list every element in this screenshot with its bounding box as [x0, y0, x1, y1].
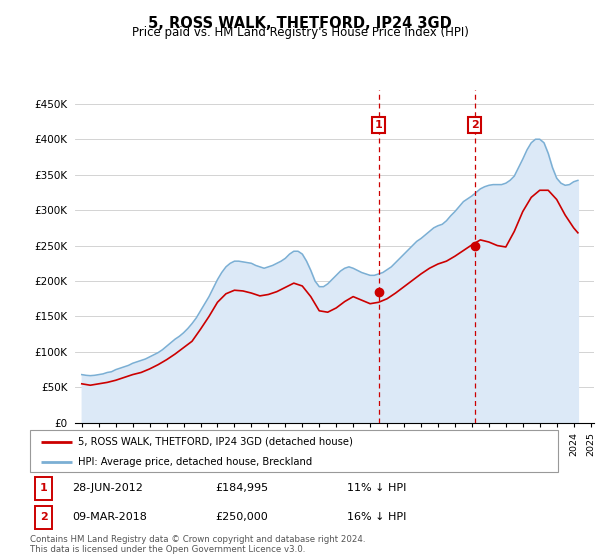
Text: 11% ↓ HPI: 11% ↓ HPI [347, 483, 406, 493]
Text: 2: 2 [40, 512, 47, 522]
Text: Price paid vs. HM Land Registry's House Price Index (HPI): Price paid vs. HM Land Registry's House … [131, 26, 469, 39]
Text: HPI: Average price, detached house, Breckland: HPI: Average price, detached house, Brec… [77, 458, 312, 468]
Bar [35, 477, 52, 500]
Text: £184,995: £184,995 [215, 483, 268, 493]
Text: 5, ROSS WALK, THETFORD, IP24 3GD (detached house): 5, ROSS WALK, THETFORD, IP24 3GD (detach… [77, 437, 352, 447]
Text: 1: 1 [375, 120, 382, 130]
Text: £250,000: £250,000 [215, 512, 268, 522]
Text: 5, ROSS WALK, THETFORD, IP24 3GD: 5, ROSS WALK, THETFORD, IP24 3GD [148, 16, 452, 31]
Text: 16% ↓ HPI: 16% ↓ HPI [347, 512, 406, 522]
Text: 2: 2 [471, 120, 479, 130]
Text: 09-MAR-2018: 09-MAR-2018 [72, 512, 147, 522]
Bar [35, 506, 52, 529]
Text: 28-JUN-2012: 28-JUN-2012 [72, 483, 143, 493]
Text: 1: 1 [40, 483, 47, 493]
Text: Contains HM Land Registry data © Crown copyright and database right 2024.
This d: Contains HM Land Registry data © Crown c… [30, 535, 365, 554]
